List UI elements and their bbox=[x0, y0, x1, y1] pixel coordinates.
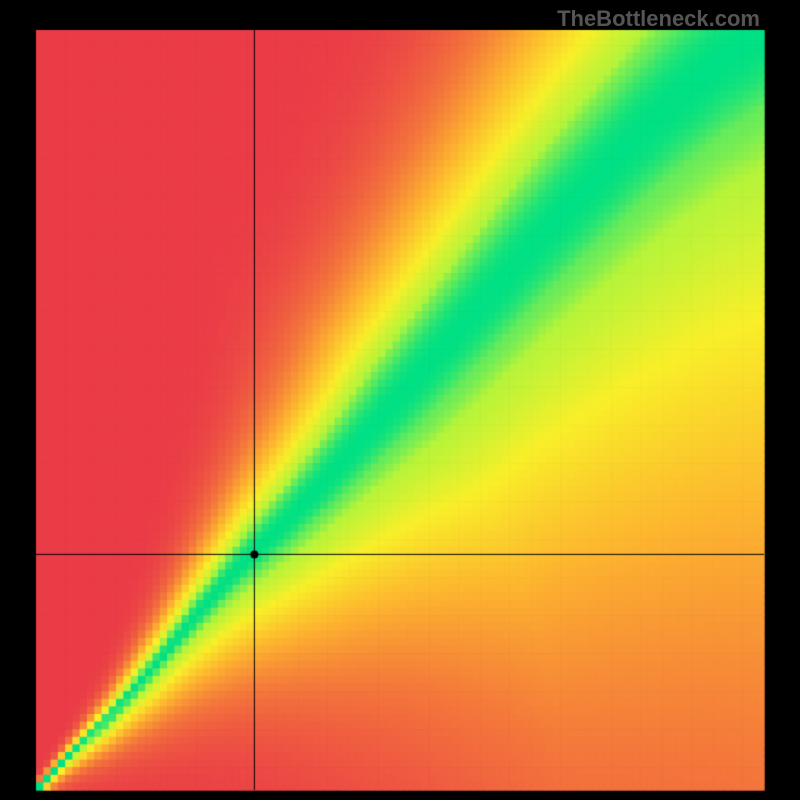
chart-frame: TheBottleneck.com bbox=[0, 0, 800, 800]
bottleneck-heatmap bbox=[0, 0, 800, 800]
attribution-text: TheBottleneck.com bbox=[557, 6, 760, 32]
